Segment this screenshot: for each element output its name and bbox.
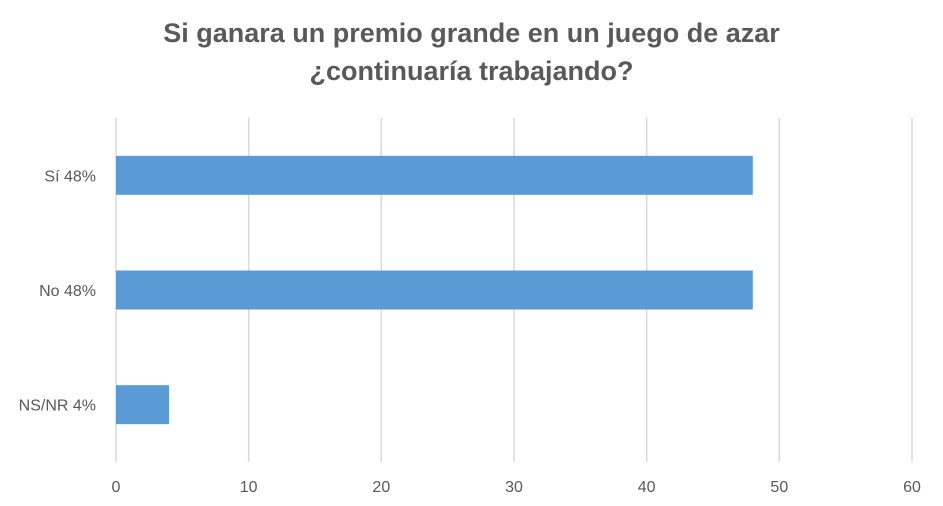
x-tick-label-10: 10 bbox=[240, 479, 258, 496]
chart-title-line-1: Si ganara un premio grande en un juego d… bbox=[163, 18, 780, 48]
x-tick-label-40: 40 bbox=[638, 479, 656, 496]
category-label-0: Sí 48% bbox=[44, 168, 96, 185]
category-label-1: No 48% bbox=[39, 283, 96, 300]
bar-2 bbox=[116, 385, 170, 425]
x-tick-label-20: 20 bbox=[372, 479, 390, 496]
chart-title-line-2: ¿continuaría trabajando? bbox=[309, 56, 634, 86]
x-tick-label-0: 0 bbox=[112, 479, 121, 496]
x-tick-label-30: 30 bbox=[505, 479, 523, 496]
chart-title: Si ganara un premio grande en un juego d… bbox=[0, 14, 943, 90]
x-tick-label-50: 50 bbox=[770, 479, 788, 496]
bar-1 bbox=[116, 270, 753, 310]
x-tick-label-60: 60 bbox=[903, 479, 921, 496]
bar-0 bbox=[116, 155, 753, 195]
category-label-2: NS/NR 4% bbox=[19, 398, 96, 415]
